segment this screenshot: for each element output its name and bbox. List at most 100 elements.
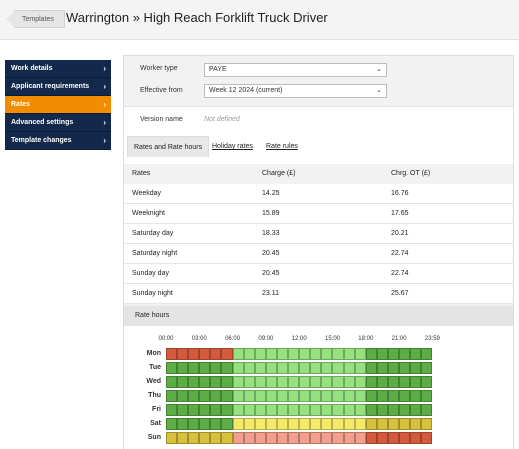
hour-cell[interactable] xyxy=(177,432,189,444)
hour-cell[interactable] xyxy=(332,362,344,374)
hour-cell[interactable] xyxy=(199,390,211,402)
hour-cell[interactable] xyxy=(276,362,289,374)
hour-cell[interactable] xyxy=(166,390,178,402)
hour-cell[interactable] xyxy=(276,404,289,416)
hour-cell[interactable] xyxy=(232,432,244,444)
hour-cell[interactable] xyxy=(299,348,311,360)
hour-cell[interactable] xyxy=(276,348,289,360)
hour-cell[interactable] xyxy=(354,404,366,416)
hour-cell[interactable] xyxy=(310,418,322,430)
hour-cell[interactable] xyxy=(188,362,200,374)
hour-cell[interactable] xyxy=(398,432,411,444)
hour-cell[interactable] xyxy=(410,418,422,430)
hour-cell[interactable] xyxy=(343,390,355,402)
hour-cell[interactable] xyxy=(199,362,211,374)
hour-cell[interactable] xyxy=(321,418,333,430)
hour-cell[interactable] xyxy=(376,432,388,444)
hour-cell[interactable] xyxy=(332,390,344,402)
hour-cell[interactable] xyxy=(199,348,211,360)
hour-cell[interactable] xyxy=(332,418,344,430)
hour-cell[interactable] xyxy=(232,404,244,416)
hour-cell[interactable] xyxy=(421,390,433,402)
hour-cell[interactable] xyxy=(210,418,222,430)
hour-cell[interactable] xyxy=(299,418,311,430)
hour-cell[interactable] xyxy=(166,362,178,374)
hour-cell[interactable] xyxy=(387,348,399,360)
hour-cell[interactable] xyxy=(376,362,388,374)
hour-cell[interactable] xyxy=(221,376,233,388)
sidebar-item-applicant-requirements[interactable]: Applicant requirements › xyxy=(5,78,111,96)
tab-holiday-rates[interactable]: Holiday rates xyxy=(212,143,253,150)
hour-cell[interactable] xyxy=(210,432,222,444)
hour-cell[interactable] xyxy=(387,432,399,444)
hour-cell[interactable] xyxy=(387,376,399,388)
hour-cell[interactable] xyxy=(410,362,422,374)
hour-cell[interactable] xyxy=(166,404,178,416)
hour-cell[interactable] xyxy=(299,390,311,402)
hour-cell[interactable] xyxy=(188,390,200,402)
hour-cell[interactable] xyxy=(354,390,366,402)
hour-cell[interactable] xyxy=(177,348,189,360)
hour-cell[interactable] xyxy=(343,362,355,374)
hour-cell[interactable] xyxy=(343,404,355,416)
hour-cell[interactable] xyxy=(421,362,433,374)
hour-cell[interactable] xyxy=(332,404,344,416)
hour-cell[interactable] xyxy=(387,418,399,430)
hour-cell[interactable] xyxy=(166,432,178,444)
hour-cell[interactable] xyxy=(354,432,366,444)
hour-cell[interactable] xyxy=(188,376,200,388)
hour-cell[interactable] xyxy=(321,348,333,360)
hour-cell[interactable] xyxy=(321,404,333,416)
hour-cell[interactable] xyxy=(265,432,277,444)
hour-cell[interactable] xyxy=(310,404,322,416)
hour-cell[interactable] xyxy=(265,418,277,430)
hour-cell[interactable] xyxy=(221,362,233,374)
hour-cell[interactable] xyxy=(310,348,322,360)
hour-cell[interactable] xyxy=(321,432,333,444)
hour-cell[interactable] xyxy=(243,348,255,360)
hour-cell[interactable] xyxy=(254,432,266,444)
hour-cell[interactable] xyxy=(343,348,355,360)
sidebar-item-advanced-settings[interactable]: Advanced settings › xyxy=(5,114,111,132)
hour-cell[interactable] xyxy=(421,418,433,430)
hour-cell[interactable] xyxy=(421,404,433,416)
hour-cell[interactable] xyxy=(232,376,244,388)
hour-cell[interactable] xyxy=(166,348,178,360)
hour-cell[interactable] xyxy=(232,362,244,374)
hour-cell[interactable] xyxy=(177,362,189,374)
hour-cell[interactable] xyxy=(365,404,377,416)
hour-cell[interactable] xyxy=(199,418,211,430)
hour-cell[interactable] xyxy=(254,404,266,416)
sidebar-item-work-details[interactable]: Work details › xyxy=(5,60,111,78)
hour-cell[interactable] xyxy=(188,418,200,430)
hour-cell[interactable] xyxy=(210,362,222,374)
hour-cell[interactable] xyxy=(387,404,399,416)
hour-cell[interactable] xyxy=(221,404,233,416)
hour-cell[interactable] xyxy=(243,390,255,402)
hour-cell[interactable] xyxy=(199,432,211,444)
hour-cell[interactable] xyxy=(288,348,300,360)
hour-cell[interactable] xyxy=(288,376,300,388)
hour-cell[interactable] xyxy=(243,418,255,430)
hour-cell[interactable] xyxy=(177,418,189,430)
hour-cell[interactable] xyxy=(376,348,388,360)
hour-cell[interactable] xyxy=(199,404,211,416)
hour-cell[interactable] xyxy=(354,348,366,360)
hour-cell[interactable] xyxy=(276,418,289,430)
hour-cell[interactable] xyxy=(387,390,399,402)
hour-cell[interactable] xyxy=(398,418,411,430)
hour-cell[interactable] xyxy=(221,418,233,430)
hour-cell[interactable] xyxy=(299,432,311,444)
hour-cell[interactable] xyxy=(410,348,422,360)
hour-cell[interactable] xyxy=(276,390,289,402)
hour-cell[interactable] xyxy=(398,376,411,388)
hour-cell[interactable] xyxy=(288,362,300,374)
hour-cell[interactable] xyxy=(376,404,388,416)
hour-cell[interactable] xyxy=(177,404,189,416)
hour-cell[interactable] xyxy=(332,348,344,360)
hour-cell[interactable] xyxy=(343,432,355,444)
hour-cell[interactable] xyxy=(232,418,244,430)
hour-cell[interactable] xyxy=(288,390,300,402)
hour-cell[interactable] xyxy=(321,390,333,402)
hour-cell[interactable] xyxy=(365,376,377,388)
